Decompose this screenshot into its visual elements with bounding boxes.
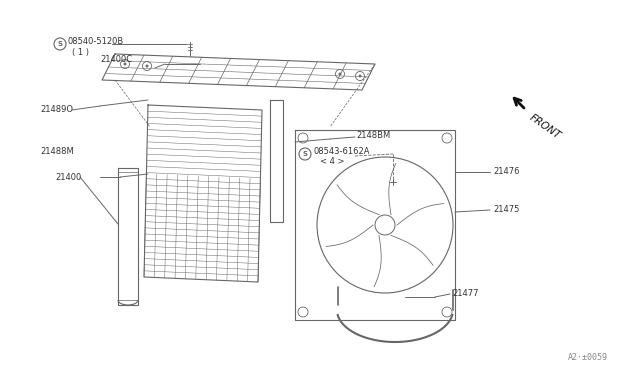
Text: FRONT: FRONT [528, 112, 563, 141]
Circle shape [359, 75, 361, 77]
Text: 21488M: 21488M [40, 148, 74, 157]
Text: 2148BM: 2148BM [356, 131, 390, 140]
Text: A2·±0059: A2·±0059 [568, 353, 608, 362]
Text: 21477: 21477 [452, 289, 479, 298]
Circle shape [124, 63, 126, 65]
Text: 21475: 21475 [493, 205, 520, 215]
Text: 21400C: 21400C [100, 55, 132, 64]
Text: 08543-6162A: 08543-6162A [313, 148, 369, 157]
Text: S: S [303, 151, 307, 157]
Text: 08540-5120B: 08540-5120B [68, 38, 124, 46]
Text: S: S [58, 41, 63, 47]
Text: 21400: 21400 [55, 173, 81, 182]
Circle shape [339, 73, 341, 75]
Circle shape [146, 65, 148, 67]
Text: < 4 >: < 4 > [320, 157, 344, 167]
Text: 21476: 21476 [493, 167, 520, 176]
Text: ( 1 ): ( 1 ) [72, 48, 89, 57]
Text: 21489O: 21489O [40, 106, 73, 115]
